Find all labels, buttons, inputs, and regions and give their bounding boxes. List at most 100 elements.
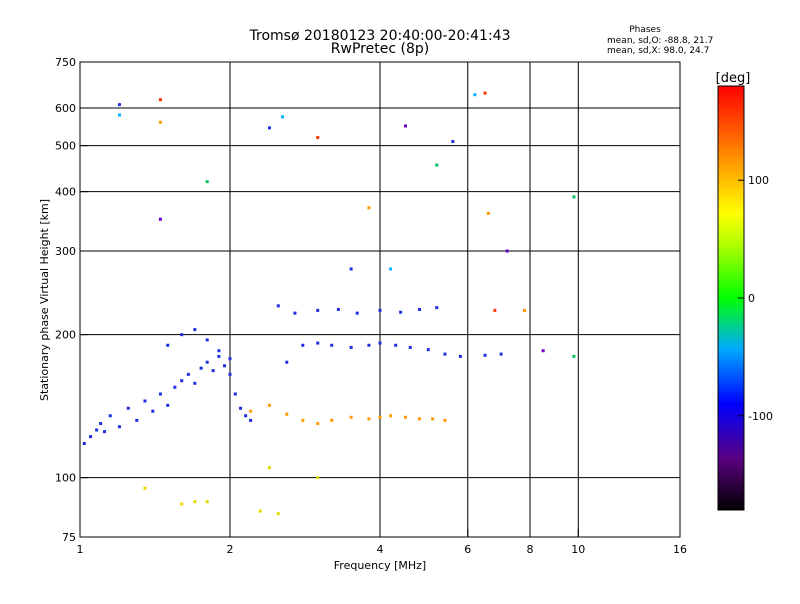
data-point [228, 372, 232, 376]
y-tick-label: 750 [55, 56, 76, 69]
data-point [483, 91, 487, 95]
data-point [249, 418, 253, 422]
data-point [117, 425, 121, 429]
data-point [403, 415, 407, 419]
data-point [285, 412, 289, 416]
data-point [408, 345, 412, 349]
data-point [281, 115, 285, 119]
data-point [276, 304, 280, 308]
data-point [82, 442, 86, 446]
y-tick-label: 300 [55, 245, 76, 258]
axes: 1 2 4 6 8 10 16 75 100 200 300 400 500 600 750 [55, 56, 687, 556]
stats-o-mode: mean, sd,O: -88.8, 21.7 [607, 36, 713, 46]
data-point [258, 509, 262, 513]
data-point [89, 435, 93, 439]
data-point [180, 333, 184, 337]
data-point [316, 136, 320, 140]
y-tick-label: 200 [55, 329, 76, 342]
data-point [293, 311, 297, 315]
data-point [117, 113, 121, 117]
data-point [205, 180, 209, 184]
data-points [82, 91, 576, 516]
data-point [505, 249, 509, 253]
data-point [99, 422, 103, 426]
data-point [451, 140, 455, 144]
data-point [193, 500, 197, 504]
data-point [403, 124, 407, 128]
data-point [193, 381, 197, 385]
x-tick-label: 8 [527, 543, 534, 556]
y-tick-label: 400 [55, 186, 76, 199]
data-point [186, 372, 190, 376]
data-point [435, 163, 439, 167]
y-axis-label: Stationary phase Virtual Height [km] [38, 199, 51, 401]
data-point [330, 343, 334, 347]
data-point [233, 392, 237, 396]
data-point [143, 486, 147, 490]
x-tick-label: 1 [77, 543, 84, 556]
data-point [205, 500, 209, 504]
data-point [180, 502, 184, 506]
data-point [301, 343, 305, 347]
data-point [330, 418, 334, 422]
data-point [205, 338, 209, 342]
data-point [426, 348, 430, 352]
x-tick-label: 16 [673, 543, 687, 556]
data-point [443, 352, 447, 356]
data-point [135, 418, 139, 422]
data-point [166, 343, 170, 347]
data-point [158, 392, 162, 396]
colorbar-tick-label: 0 [748, 292, 755, 305]
data-point [349, 345, 353, 349]
data-point [267, 126, 271, 130]
data-point [572, 354, 576, 358]
data-point [443, 418, 447, 422]
data-point [180, 379, 184, 383]
grid-lines [80, 62, 680, 537]
data-point [193, 328, 197, 332]
data-point [158, 120, 162, 124]
data-point [267, 403, 271, 407]
data-point [417, 307, 421, 311]
data-point [158, 217, 162, 221]
data-point [199, 366, 203, 370]
data-point [228, 357, 232, 361]
data-point [316, 341, 320, 345]
data-point [158, 98, 162, 102]
data-point [541, 349, 545, 353]
data-point [336, 307, 340, 311]
stats-x-mode: mean, sd,X: 98.0, 24.7 [607, 46, 709, 56]
data-point [316, 476, 320, 480]
data-point [399, 310, 403, 314]
data-point [143, 399, 147, 403]
data-point [166, 403, 170, 407]
data-point [217, 349, 221, 353]
data-point [486, 211, 490, 215]
plot-frame [79, 61, 681, 538]
data-point [378, 308, 382, 312]
x-tick-label: 4 [377, 543, 384, 556]
data-point [458, 354, 462, 358]
x-tick-label: 6 [464, 543, 471, 556]
data-point [473, 93, 477, 97]
chart-subtitle: RwPretec (8p) [331, 41, 429, 57]
data-point [378, 415, 382, 419]
data-point [301, 418, 305, 422]
data-point [367, 206, 371, 210]
data-point [349, 415, 353, 419]
data-point [95, 428, 99, 432]
chart-title: Tromsø 20180123 20:40:00-20:41:43 [249, 28, 511, 44]
data-point [223, 364, 227, 368]
data-point [378, 341, 382, 345]
y-tick-label: 75 [62, 531, 76, 544]
data-point [276, 512, 280, 516]
stats-heading: Phases [629, 25, 661, 35]
colorbar-ticks: 100 0 -100 [738, 174, 773, 423]
data-point [103, 430, 107, 434]
y-tick-label: 600 [55, 102, 76, 115]
data-point [483, 353, 487, 357]
data-point [117, 103, 121, 107]
colorbar-tick-label: 100 [748, 174, 769, 187]
